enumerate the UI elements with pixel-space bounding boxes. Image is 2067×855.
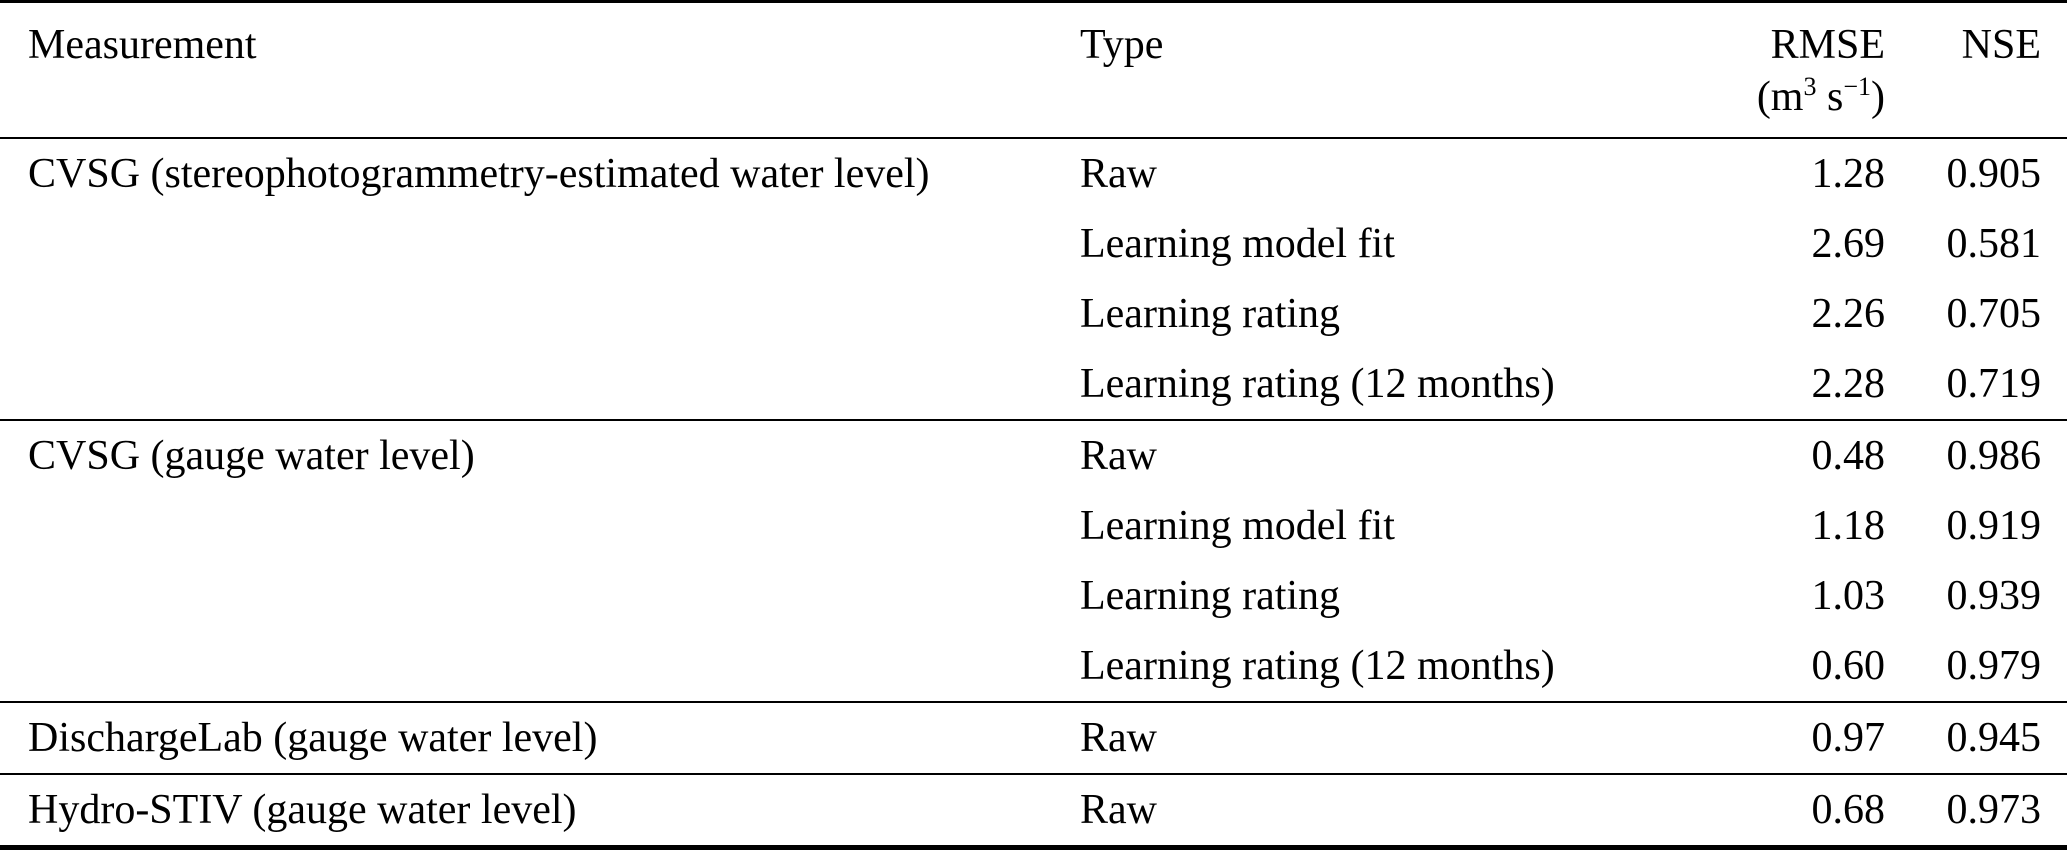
group-hydro-stiv: Hydro-STIV (gauge water level) Raw 0.68 …	[0, 774, 2067, 848]
rmse-unit-exponent-2: −1	[1843, 72, 1871, 101]
group-dischargelab: DischargeLab (gauge water level) Raw 0.9…	[0, 702, 2067, 774]
nse-cell: 0.973	[1946, 787, 2042, 833]
table-row: Learning model fit 1.18 0.919	[0, 491, 2067, 561]
rmse-unit-open: (m	[1756, 74, 1804, 120]
measurement-cell	[0, 561, 1080, 631]
rmse-unit-close: )	[1871, 74, 1885, 120]
rmse-cell: 1.28	[1811, 151, 1886, 197]
type-cell: Learning rating	[1080, 573, 1341, 619]
group-cvsg-stereophotogrammetry: CVSG (stereophotogrammetry-estimated wat…	[0, 138, 2067, 420]
table-header: Measurement Type RMSE (m3 s−1) NSE	[0, 1, 2067, 139]
rmse-cell: 1.03	[1811, 573, 1886, 619]
table-row: Learning rating 2.26 0.705	[0, 279, 2067, 349]
rmse-cell: 0.97	[1811, 715, 1886, 761]
measurement-cell: DischargeLab (gauge water level)	[28, 715, 598, 761]
group-cvsg-gauge: CVSG (gauge water level) Raw 0.48 0.986 …	[0, 420, 2067, 702]
table-row: DischargeLab (gauge water level) Raw 0.9…	[0, 702, 2067, 774]
table-row: Learning rating (12 months) 0.60 0.979	[0, 631, 2067, 702]
nse-cell: 0.905	[1946, 151, 2042, 197]
nse-cell: 0.719	[1946, 361, 2042, 407]
type-cell: Learning rating (12 months)	[1080, 643, 1555, 689]
header-type: Type	[1080, 22, 1164, 68]
header-rmse: RMSE (m3 s−1)	[1720, 2, 1885, 139]
table-row: Learning model fit 2.69 0.581	[0, 209, 2067, 279]
measurement-cell: Hydro-STIV (gauge water level)	[28, 787, 577, 833]
rmse-cell: 2.69	[1811, 221, 1886, 267]
type-cell: Learning model fit	[1080, 221, 1395, 267]
type-cell: Raw	[1080, 433, 1157, 479]
rmse-unit-exponent-1: 3	[1803, 72, 1817, 101]
nse-cell: 0.979	[1946, 643, 2042, 689]
table-row: Learning rating (12 months) 2.28 0.719	[0, 349, 2067, 420]
type-cell: Learning rating (12 months)	[1080, 361, 1555, 407]
table-row: Hydro-STIV (gauge water level) Raw 0.68 …	[0, 774, 2067, 848]
rmse-cell: 2.26	[1811, 291, 1886, 337]
nse-cell: 0.945	[1946, 715, 2042, 761]
type-cell: Raw	[1080, 151, 1157, 197]
type-cell: Learning rating	[1080, 291, 1341, 337]
rmse-cell: 0.60	[1811, 643, 1886, 689]
rmse-cell: 0.48	[1811, 433, 1886, 479]
rmse-cell: 2.28	[1811, 361, 1886, 407]
table-row: CVSG (stereophotogrammetry-estimated wat…	[0, 138, 2067, 209]
measurement-cell: CVSG (gauge water level)	[28, 433, 475, 479]
type-cell: Raw	[1080, 715, 1157, 761]
nse-cell: 0.986	[1946, 433, 2042, 479]
measurement-cell	[0, 631, 1080, 702]
type-cell: Raw	[1080, 787, 1157, 833]
type-cell: Learning model fit	[1080, 503, 1395, 549]
rmse-cell: 0.68	[1811, 787, 1886, 833]
nse-cell: 0.939	[1946, 573, 2042, 619]
nse-cell: 0.919	[1946, 503, 2042, 549]
header-rmse-unit: (m3 s−1)	[1720, 71, 1885, 123]
measurement-cell	[0, 209, 1080, 279]
nse-cell: 0.581	[1946, 221, 2042, 267]
table-row: CVSG (gauge water level) Raw 0.48 0.986	[0, 420, 2067, 491]
header-row: Measurement Type RMSE (m3 s−1) NSE	[0, 1, 2067, 139]
header-measurement: Measurement	[28, 22, 257, 68]
header-rmse-label: RMSE	[1770, 22, 1885, 68]
nse-cell: 0.705	[1946, 291, 2042, 337]
rmse-unit-mid: s	[1816, 74, 1844, 120]
measurement-cell	[0, 279, 1080, 349]
measurement-cell: CVSG (stereophotogrammetry-estimated wat…	[28, 151, 930, 197]
measurement-cell	[0, 349, 1080, 420]
rmse-cell: 1.18	[1811, 503, 1886, 549]
table-row: Learning rating 1.03 0.939	[0, 561, 2067, 631]
measurement-cell	[0, 491, 1080, 561]
header-nse: NSE	[1961, 22, 2041, 68]
